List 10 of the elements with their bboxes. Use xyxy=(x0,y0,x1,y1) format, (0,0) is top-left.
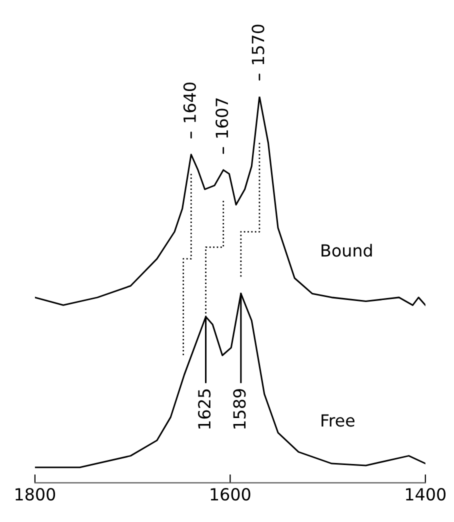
annotation: 1570 xyxy=(252,24,264,64)
series-label: Free xyxy=(322,414,354,427)
annotation: 1625 xyxy=(198,389,211,429)
annotation: 1589 xyxy=(233,389,246,429)
x-tick-label: 1600 xyxy=(210,488,250,501)
x-tick-label: 1800 xyxy=(16,488,56,501)
annotation: 1607 xyxy=(216,98,228,138)
x-tick-label: 1400 xyxy=(406,488,446,501)
annotation: 1640 xyxy=(183,82,196,122)
series-label: Bound xyxy=(322,244,372,257)
